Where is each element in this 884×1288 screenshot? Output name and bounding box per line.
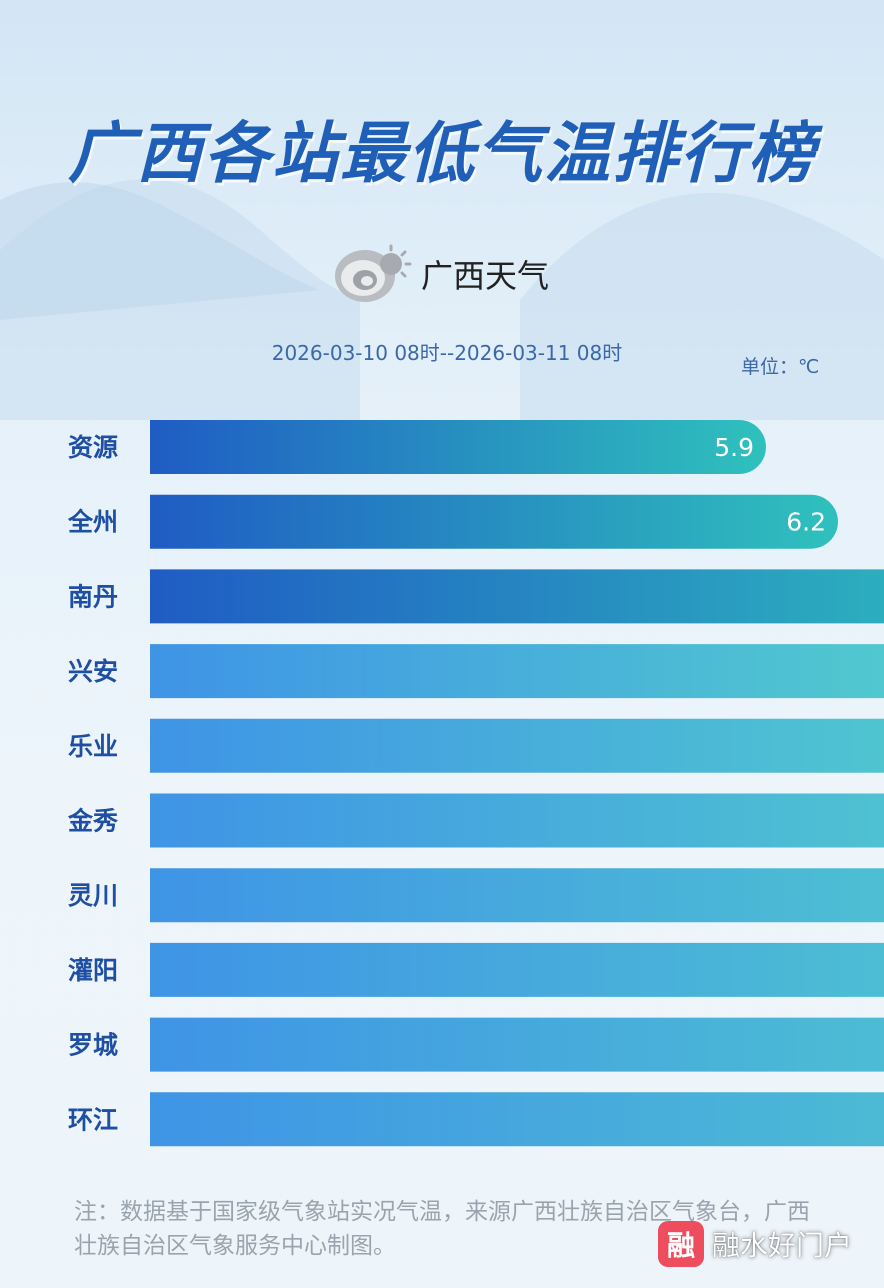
temperature-bar (150, 1017, 884, 1072)
value-label: 6.2 (786, 508, 826, 537)
date-range: 2026-03-10 08时--2026-03-11 08时 (271, 341, 623, 365)
temperature-bar (150, 420, 766, 474)
temperature-bar (150, 942, 884, 997)
page-title: 广西各站最低气温排行榜 (68, 115, 816, 192)
temperature-bar (150, 569, 884, 624)
unit-label: 单位：℃ (741, 356, 820, 378)
temperature-bar (150, 644, 884, 699)
category-label: 灌阳 (68, 956, 118, 985)
weather-logo-icon (335, 244, 412, 302)
temperature-bar (150, 718, 884, 773)
category-label: 兴安 (68, 657, 118, 686)
temperature-bar (150, 868, 884, 923)
watermark: 融 融水好门户 (658, 1221, 852, 1267)
temperature-bar (150, 494, 838, 549)
category-label: 灵川 (68, 881, 118, 910)
mountain-background (0, 179, 884, 420)
brand: 广西天气 (325, 242, 549, 306)
value-label: 5.9 (714, 433, 754, 462)
watermark-text: 融水好门户 (712, 1229, 853, 1262)
category-label: 乐业 (68, 732, 118, 761)
category-label: 全州 (67, 508, 118, 537)
temperature-bar (150, 1092, 884, 1147)
temperature-bar (150, 793, 884, 848)
bar-chart: 资源5.9全州6.2南丹7.1兴安7.3乐业7.6金秀7.9灵川8.2灌阳8.4… (67, 420, 884, 1147)
category-label: 环江 (68, 1105, 118, 1134)
brand-name: 广西天气 (421, 257, 550, 295)
footnote: 注：数据基于国家级气象站实况气温，来源广西壮族自治区气象台，广西壮族自治区气象服… (74, 1199, 810, 1259)
category-label: 罗城 (68, 1031, 118, 1060)
category-label: 南丹 (68, 582, 118, 611)
category-label: 金秀 (67, 807, 118, 836)
watermark-logo-icon: 融 (658, 1221, 704, 1267)
category-label: 资源 (68, 433, 118, 462)
